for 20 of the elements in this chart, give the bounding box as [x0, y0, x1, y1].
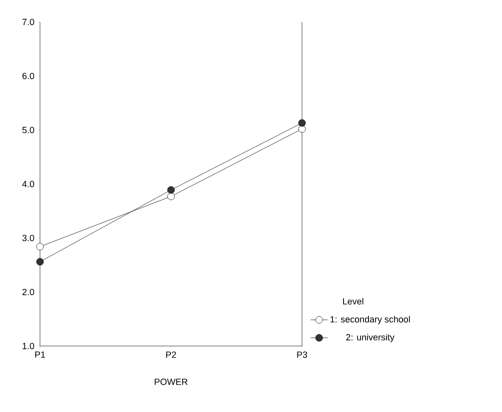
y-tick-label: 4.0 [22, 180, 34, 188]
legend-title: Level [343, 298, 364, 305]
y-tick-label: 6.0 [22, 72, 34, 80]
point [36, 242, 44, 250]
x-tick-label: P2 [166, 352, 176, 358]
legend-label: 2: university [346, 334, 394, 342]
point [298, 119, 306, 127]
point [167, 192, 175, 200]
x-axis-title: POWER [154, 378, 188, 386]
point [36, 258, 44, 266]
y-tick-label: 3.0 [22, 234, 34, 242]
y-tick-label: 1.0 [22, 342, 34, 350]
x-tick-label: P3 [297, 352, 308, 358]
y-tick-label: 5.0 [22, 126, 34, 134]
x-tick-label: P1 [35, 352, 46, 358]
legend-label: 1: secondary school [330, 316, 410, 324]
point [298, 125, 306, 133]
point [167, 186, 175, 194]
y-tick-label: 7.0 [22, 18, 34, 26]
y-tick-label: 2.0 [22, 288, 34, 296]
